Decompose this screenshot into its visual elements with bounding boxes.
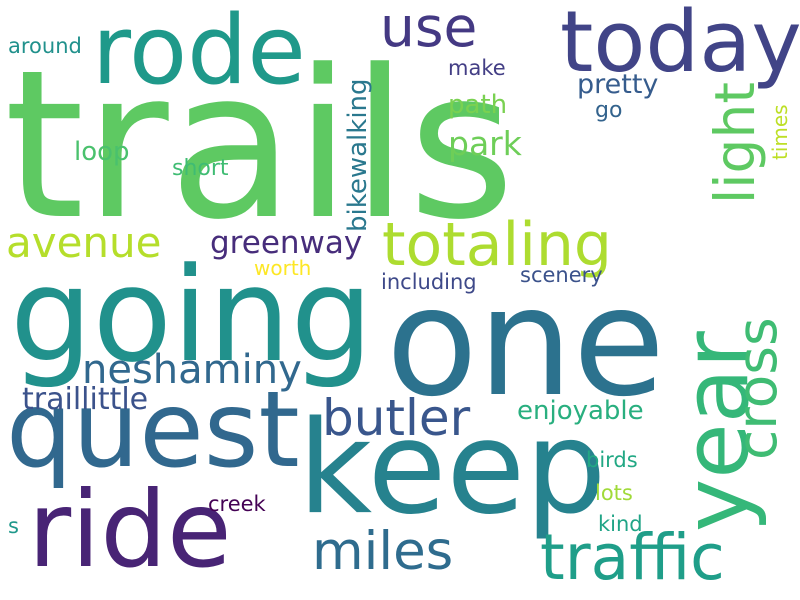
word-loop: loop <box>74 137 130 167</box>
word-miles: miles <box>312 521 454 582</box>
word-including: including <box>381 270 477 294</box>
word-trails: trails <box>4 27 515 265</box>
word-traillittle: traillittle <box>22 382 149 417</box>
word-scenery: scenery <box>520 263 603 287</box>
word-make: make <box>448 56 506 80</box>
word-pretty: pretty <box>577 69 659 100</box>
word-greenway: greenway <box>210 225 363 261</box>
word-rode: rode <box>92 0 306 106</box>
word-path: path <box>448 90 508 120</box>
word-go: go <box>595 98 623 123</box>
word-lots: lots <box>595 481 633 505</box>
word-kind: kind <box>598 512 643 536</box>
word-ride: ride <box>28 469 232 591</box>
word-avenue: avenue <box>6 218 162 267</box>
word-neshaminy: neshaminy <box>82 347 302 393</box>
word-going: going <box>10 239 374 391</box>
word-keep: keep <box>298 394 607 543</box>
word-creek: creek <box>208 492 266 516</box>
word-s: s <box>8 514 19 538</box>
word-one: one <box>386 256 666 430</box>
word-traffic: traffic <box>540 521 725 594</box>
word-times: times <box>768 104 792 160</box>
word-bikewalking: bikewalking <box>343 78 373 232</box>
word-enjoyable: enjoyable <box>517 396 644 426</box>
word-use: use <box>380 0 478 59</box>
word-birds: birds <box>586 448 638 472</box>
word-quest: quest <box>6 369 300 491</box>
word-park: park <box>448 124 522 163</box>
word-around: around <box>8 34 82 58</box>
word-light: light <box>703 82 767 204</box>
word-today: today <box>560 0 800 92</box>
word-worth: worth <box>254 256 312 280</box>
word-short: short <box>172 156 229 181</box>
word-butler: butler <box>322 389 471 447</box>
word-totaling: totaling <box>382 210 612 280</box>
word-cross: cross <box>725 317 789 460</box>
